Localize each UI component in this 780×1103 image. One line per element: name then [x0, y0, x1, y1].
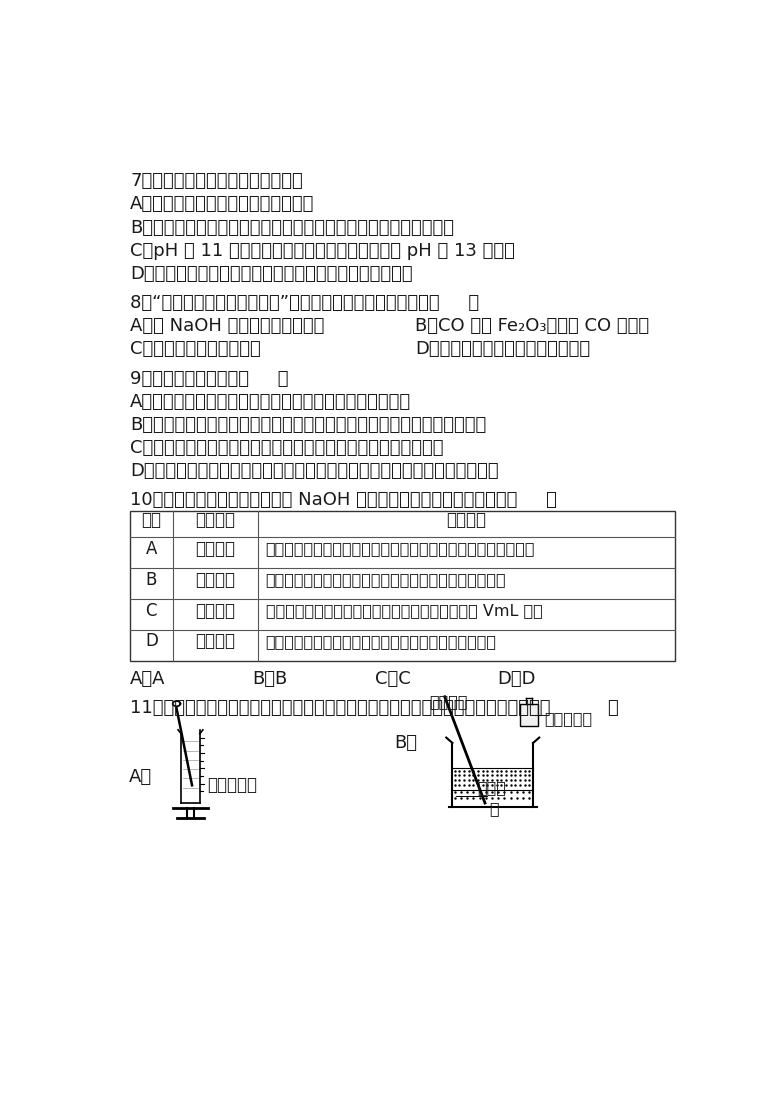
Text: D: D	[145, 632, 158, 651]
Text: C．pH 为 11 的氢氧化钠溶液加水稀释，可以配成 pH 为 13 的溶液: C．pH 为 11 的氢氧化钠溶液加水稀释，可以配成 pH 为 13 的溶液	[130, 242, 515, 259]
Text: 11．玻璃棒是化学实验室常用仪器之一。下图相关实验操作中，不符合规范要求的是（          ）: 11．玻璃棒是化学实验室常用仪器之一。下图相关实验操作中，不符合规范要求的是（ …	[130, 699, 619, 717]
Text: 稀释浓硫酸: 稀释浓硫酸	[544, 711, 592, 727]
Text: C: C	[146, 601, 157, 620]
Text: C．熄灭酒精灯时用嘴吹灭: C．熄灭酒精灯时用嘴吹灭	[130, 340, 261, 358]
Text: 取少量固体，加水溶解，滴加少量稀盐酸，观察是否有气泡产生: 取少量固体，加水溶解，滴加少量稀盐酸，观察是否有气泡产生	[266, 542, 535, 556]
Text: 9．以下推理正确的是（     ）: 9．以下推理正确的是（ ）	[130, 370, 289, 387]
Text: 7．下列关于酸、碱的说法错误的是: 7．下列关于酸、碱的说法错误的是	[130, 172, 303, 191]
Text: B．CO 还原 Fe₂O₃时先通 CO 再加热: B．CO 还原 Fe₂O₃时先通 CO 再加热	[415, 318, 650, 335]
Bar	[130, 511, 675, 661]
Text: 实验方案: 实验方案	[446, 512, 487, 529]
Text: C．中和反应生成盐和水，所以生成盐和水的反应一定是中和反应: C．中和反应生成盐和水，所以生成盐和水的反应一定是中和反应	[130, 439, 444, 457]
Text: A．A: A．A	[130, 670, 165, 688]
Text: 溶解氯化钠: 溶解氯化钠	[207, 777, 257, 794]
Text: 不断搅拌: 不断搅拌	[429, 694, 468, 709]
Text: A．酸中都含有氢元素，所以含有氢元素的化合物一定是酸: A．酸中都含有氢元素，所以含有氢元素的化合物一定是酸	[130, 393, 411, 410]
Text: 证明变质: 证明变质	[195, 540, 236, 558]
Text: 取少量固体，加入石灰水，过滤，向滤液中滴加酚酞溶液: 取少量固体，加入石灰水，过滤，向滤液中滴加酚酞溶液	[266, 572, 506, 587]
Text: 确定成分: 确定成分	[195, 570, 236, 589]
Text: D．D: D．D	[498, 670, 536, 688]
Text: B．B: B．B	[253, 670, 288, 688]
Text: B．如果不慎将碱液沾在皮肤上，要用较多水冲洗，再涂上硼酸溶液: B．如果不慎将碱液沾在皮肤上，要用较多水冲洗，再涂上硼酸溶液	[130, 218, 454, 237]
Text: B: B	[146, 570, 157, 589]
Text: A．用 NaOH 溶液清洗手上的油污: A．用 NaOH 溶液清洗手上的油污	[130, 318, 324, 335]
Text: 取固体，加水溶解，滴加石灰水至恰好完全反应，过滤: 取固体，加水溶解，滴加石灰水至恰好完全反应，过滤	[266, 634, 497, 649]
Text: 8．“操作千万条，安全第一条”。下列做法符合安全要求的是（     ）: 8．“操作千万条，安全第一条”。下列做法符合安全要求的是（ ）	[130, 295, 479, 312]
Text: 水: 水	[489, 801, 498, 816]
Text: B．: B．	[395, 733, 417, 752]
Text: A．苛性钠、烧碱、火碱都是氢氧化钠: A．苛性钠、烧碱、火碱都是氢氧化钠	[130, 195, 314, 214]
Text: D．生活中常见的有酸味的物质，如柠檬、西红柿中含有酸: D．生活中常见的有酸味的物质，如柠檬、西红柿中含有酸	[130, 265, 413, 282]
Text: 浓硫酸: 浓硫酸	[477, 780, 506, 795]
Text: A．: A．	[129, 769, 151, 786]
Text: D．稀释浓硫酸时将水注入浓硫酸中: D．稀释浓硫酸时将水注入浓硫酸中	[415, 340, 590, 358]
Bar	[520, 705, 538, 726]
Text: 10．下列是分析放置在空气中的 NaOH 固体的相关实验，其中合理的是（     ）: 10．下列是分析放置在空气中的 NaOH 固体的相关实验，其中合理的是（ ）	[130, 491, 557, 510]
Text: 测定含量: 测定含量	[195, 601, 236, 620]
Text: 除去杂质: 除去杂质	[195, 632, 236, 651]
Text: B．碱性溶液能使酚酞试液变红，所以能使酚酞试液变红的溶液一定呈碱性: B．碱性溶液能使酚酞试液变红，所以能使酚酞试液变红的溶液一定呈碱性	[130, 416, 486, 433]
Text: 序号: 序号	[141, 512, 161, 529]
Text: A: A	[146, 540, 157, 558]
Text: D．酸溶液能使石蕊试液变红，所以能使石蕊试液变红的溶液一定是酸的溶液: D．酸溶液能使石蕊试液变红，所以能使石蕊试液变红的溶液一定是酸的溶液	[130, 462, 498, 480]
Text: 取少量固体，加入足量稀盐酸，直接用排水法收集 VmL 气体: 取少量固体，加入足量稀盐酸，直接用排水法收集 VmL 气体	[266, 603, 542, 618]
Text: 实验目的: 实验目的	[195, 512, 236, 529]
Text: C．C: C．C	[375, 670, 411, 688]
